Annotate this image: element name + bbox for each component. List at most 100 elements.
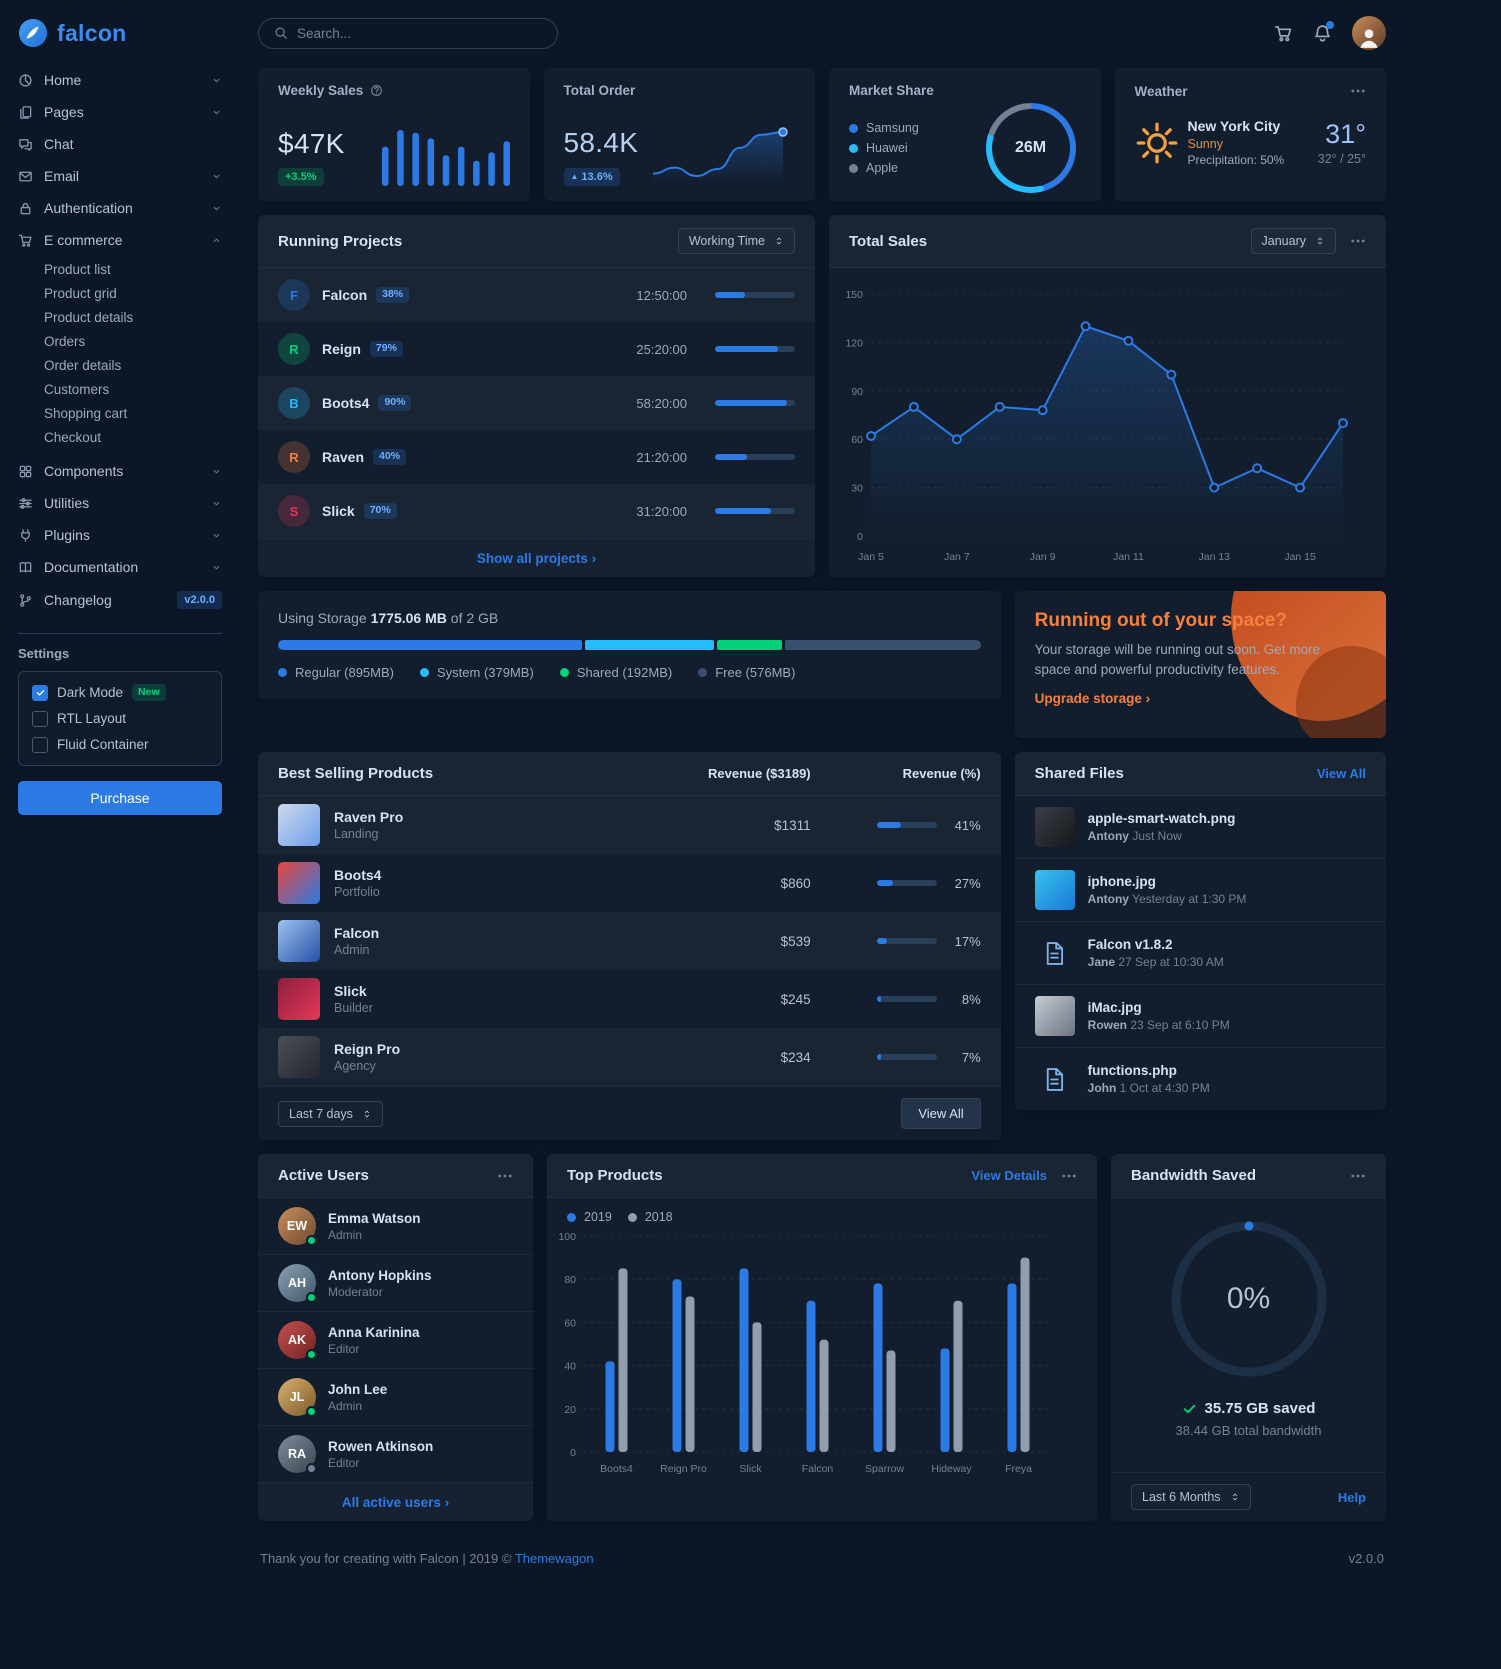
file-name[interactable]: apple-smart-watch.png bbox=[1087, 811, 1236, 826]
copy-icon bbox=[18, 105, 33, 120]
help-link[interactable]: Help bbox=[1337, 1489, 1366, 1505]
product-name[interactable]: Falcon bbox=[334, 925, 380, 941]
help-icon[interactable] bbox=[370, 84, 383, 97]
sidebar-item-pages[interactable]: Pages bbox=[18, 96, 222, 128]
top-products-chart: 0 20 40 60 80 100 Boots4 Reign Pro Slick Falcon Sp… bbox=[547, 1224, 1097, 1489]
themewagon-link[interactable]: Themewagon bbox=[514, 1551, 594, 1566]
card-menu-icon[interactable] bbox=[1350, 83, 1366, 99]
plug-icon bbox=[18, 528, 33, 543]
branch-icon bbox=[18, 593, 33, 608]
sidebar-subitem-customers[interactable]: Customers bbox=[44, 381, 110, 397]
search-box[interactable] bbox=[258, 17, 558, 49]
user-avatar[interactable]: RA bbox=[278, 1435, 317, 1474]
project-name[interactable]: Boots4 bbox=[322, 394, 370, 411]
search-input[interactable] bbox=[297, 25, 542, 41]
user-name[interactable]: Emma Watson bbox=[328, 1210, 421, 1226]
checkbox-icon[interactable] bbox=[32, 736, 48, 753]
project-time: 58:20:00 bbox=[636, 395, 687, 411]
project-info: Slick 70% bbox=[322, 502, 624, 520]
sidebar-subitem-orders[interactable]: Orders bbox=[44, 333, 86, 349]
sidebar-subitem-order-details[interactable]: Order details bbox=[44, 357, 122, 373]
sidebar-item-changelog[interactable]: Changelog v2.0.0 bbox=[18, 583, 222, 617]
user-avatar[interactable] bbox=[1352, 16, 1386, 50]
card-menu-icon[interactable] bbox=[1350, 233, 1366, 249]
file-name[interactable]: Falcon v1.8.2 bbox=[1087, 937, 1173, 952]
file-row[interactable]: apple-smart-watch.png Antony Just Now bbox=[1015, 796, 1386, 858]
file-owner: Antony bbox=[1087, 892, 1129, 906]
card-menu-icon[interactable] bbox=[497, 1168, 513, 1184]
months-select[interactable]: Last 6 Months bbox=[1131, 1484, 1251, 1510]
project-name[interactable]: Falcon bbox=[322, 286, 368, 303]
file-name[interactable]: iphone.jpg bbox=[1087, 874, 1156, 889]
sidebar-item-email[interactable]: Email bbox=[18, 160, 222, 192]
show-all-projects-link[interactable]: Show all projects › bbox=[476, 551, 597, 566]
product-name[interactable]: Raven Pro bbox=[334, 809, 404, 825]
user-info: Rowen Atkinson Editor bbox=[328, 1439, 433, 1470]
user-name[interactable]: Rowen Atkinson bbox=[328, 1438, 434, 1454]
sidebar-subitem-shopping-cart[interactable]: Shopping cart bbox=[44, 405, 128, 421]
sidebar-item-chat[interactable]: Chat bbox=[18, 128, 222, 160]
sidebar-subitem-product-grid[interactable]: Product grid bbox=[44, 285, 117, 301]
user-name[interactable]: John Lee bbox=[328, 1381, 388, 1397]
svg-text:120: 120 bbox=[845, 337, 863, 349]
setting-rtl-layout[interactable]: RTL Layout bbox=[32, 710, 208, 727]
file-name[interactable]: iMac.jpg bbox=[1087, 1000, 1142, 1015]
product-name[interactable]: Slick bbox=[334, 983, 367, 999]
project-row: R Reign 79% 25:20:00 bbox=[258, 322, 815, 376]
user-name[interactable]: Antony Hopkins bbox=[328, 1267, 432, 1283]
view-all-button[interactable]: View All bbox=[901, 1098, 981, 1129]
legend-item-2018: 2018 bbox=[627, 1210, 673, 1224]
project-name[interactable]: Slick bbox=[322, 502, 355, 519]
product-row: Boots4 Portfolio $860 27% bbox=[258, 854, 1001, 912]
working-time-select[interactable]: Working Time bbox=[677, 228, 795, 254]
bell-icon[interactable] bbox=[1313, 20, 1334, 43]
sidebar-subitem-product-details[interactable]: Product details bbox=[44, 309, 134, 325]
product-name[interactable]: Reign Pro bbox=[334, 1041, 401, 1057]
purchase-button[interactable]: Purchase bbox=[18, 780, 222, 815]
project-name[interactable]: Raven bbox=[322, 448, 365, 465]
period-select[interactable]: Last 7 days bbox=[278, 1100, 383, 1127]
sidebar-item-components[interactable]: Components bbox=[18, 455, 222, 487]
view-details-link[interactable]: View Details bbox=[971, 1168, 1047, 1183]
sun-icon bbox=[1135, 121, 1179, 165]
setting-dark-mode[interactable]: Dark Mode New bbox=[32, 684, 208, 701]
weekly-sales-card: Weekly Sales $47K +3.5% bbox=[258, 68, 530, 201]
file-name[interactable]: functions.php bbox=[1087, 1063, 1177, 1078]
sidebar-item-authentication[interactable]: Authentication bbox=[18, 192, 222, 224]
chevron-down-icon bbox=[211, 466, 222, 477]
shared-files-view-all-link[interactable]: View All bbox=[1316, 766, 1366, 781]
file-row[interactable]: functions.php John 1 Oct at 4:30 PM bbox=[1014, 1047, 1386, 1110]
month-select[interactable]: January bbox=[1250, 228, 1336, 254]
user-avatar[interactable]: EW bbox=[278, 1207, 317, 1246]
shared-files-title: Shared Files bbox=[1034, 765, 1124, 782]
sidebar-item-utilities[interactable]: Utilities bbox=[18, 487, 222, 519]
sidebar-subitem-product-list[interactable]: Product list bbox=[44, 261, 111, 277]
all-active-users-link[interactable]: All active users › bbox=[341, 1495, 450, 1510]
sidebar-subitem-checkout[interactable]: Checkout bbox=[44, 429, 102, 445]
sidebar-item-plugins[interactable]: Plugins bbox=[18, 519, 222, 551]
user-avatar[interactable]: AH bbox=[278, 1264, 317, 1303]
setting-fluid-container[interactable]: Fluid Container bbox=[32, 736, 208, 753]
sidebar-item-documentation[interactable]: Documentation bbox=[18, 551, 222, 583]
product-name[interactable]: Boots4 bbox=[334, 867, 382, 883]
checkbox-icon[interactable] bbox=[32, 710, 48, 727]
user-name[interactable]: Anna Karinina bbox=[328, 1324, 420, 1340]
file-row[interactable]: Falcon v1.8.2 Jane 27 Sep at 10:30 AM bbox=[1014, 921, 1386, 984]
users-list: EW Emma Watson Admin AH Antony Hopkins Modera… bbox=[258, 1198, 533, 1482]
card-menu-icon[interactable] bbox=[1350, 1168, 1366, 1184]
sidebar-item-e-commerce[interactable]: E commerce bbox=[18, 224, 222, 256]
checkbox-checked-icon[interactable] bbox=[32, 684, 48, 701]
chevron-down-icon bbox=[211, 107, 222, 118]
project-name[interactable]: Reign bbox=[322, 340, 361, 357]
svg-text:0: 0 bbox=[570, 1447, 576, 1459]
user-avatar[interactable]: AK bbox=[278, 1321, 317, 1360]
card-menu-icon[interactable] bbox=[1061, 1168, 1077, 1184]
file-row[interactable]: iMac.jpg Rowen 23 Sep at 6:10 PM bbox=[1014, 984, 1386, 1047]
sidebar-item-home[interactable]: Home bbox=[18, 64, 222, 96]
upgrade-storage-link[interactable]: Upgrade storage › bbox=[1034, 690, 1151, 706]
cart-icon[interactable] bbox=[1274, 24, 1293, 43]
user-avatar[interactable]: JL bbox=[278, 1378, 317, 1417]
brand[interactable]: falcon bbox=[18, 14, 222, 64]
project-progress-fill bbox=[715, 508, 771, 514]
file-row[interactable]: iphone.jpg Antony Yesterday at 1:30 PM bbox=[1014, 858, 1386, 921]
